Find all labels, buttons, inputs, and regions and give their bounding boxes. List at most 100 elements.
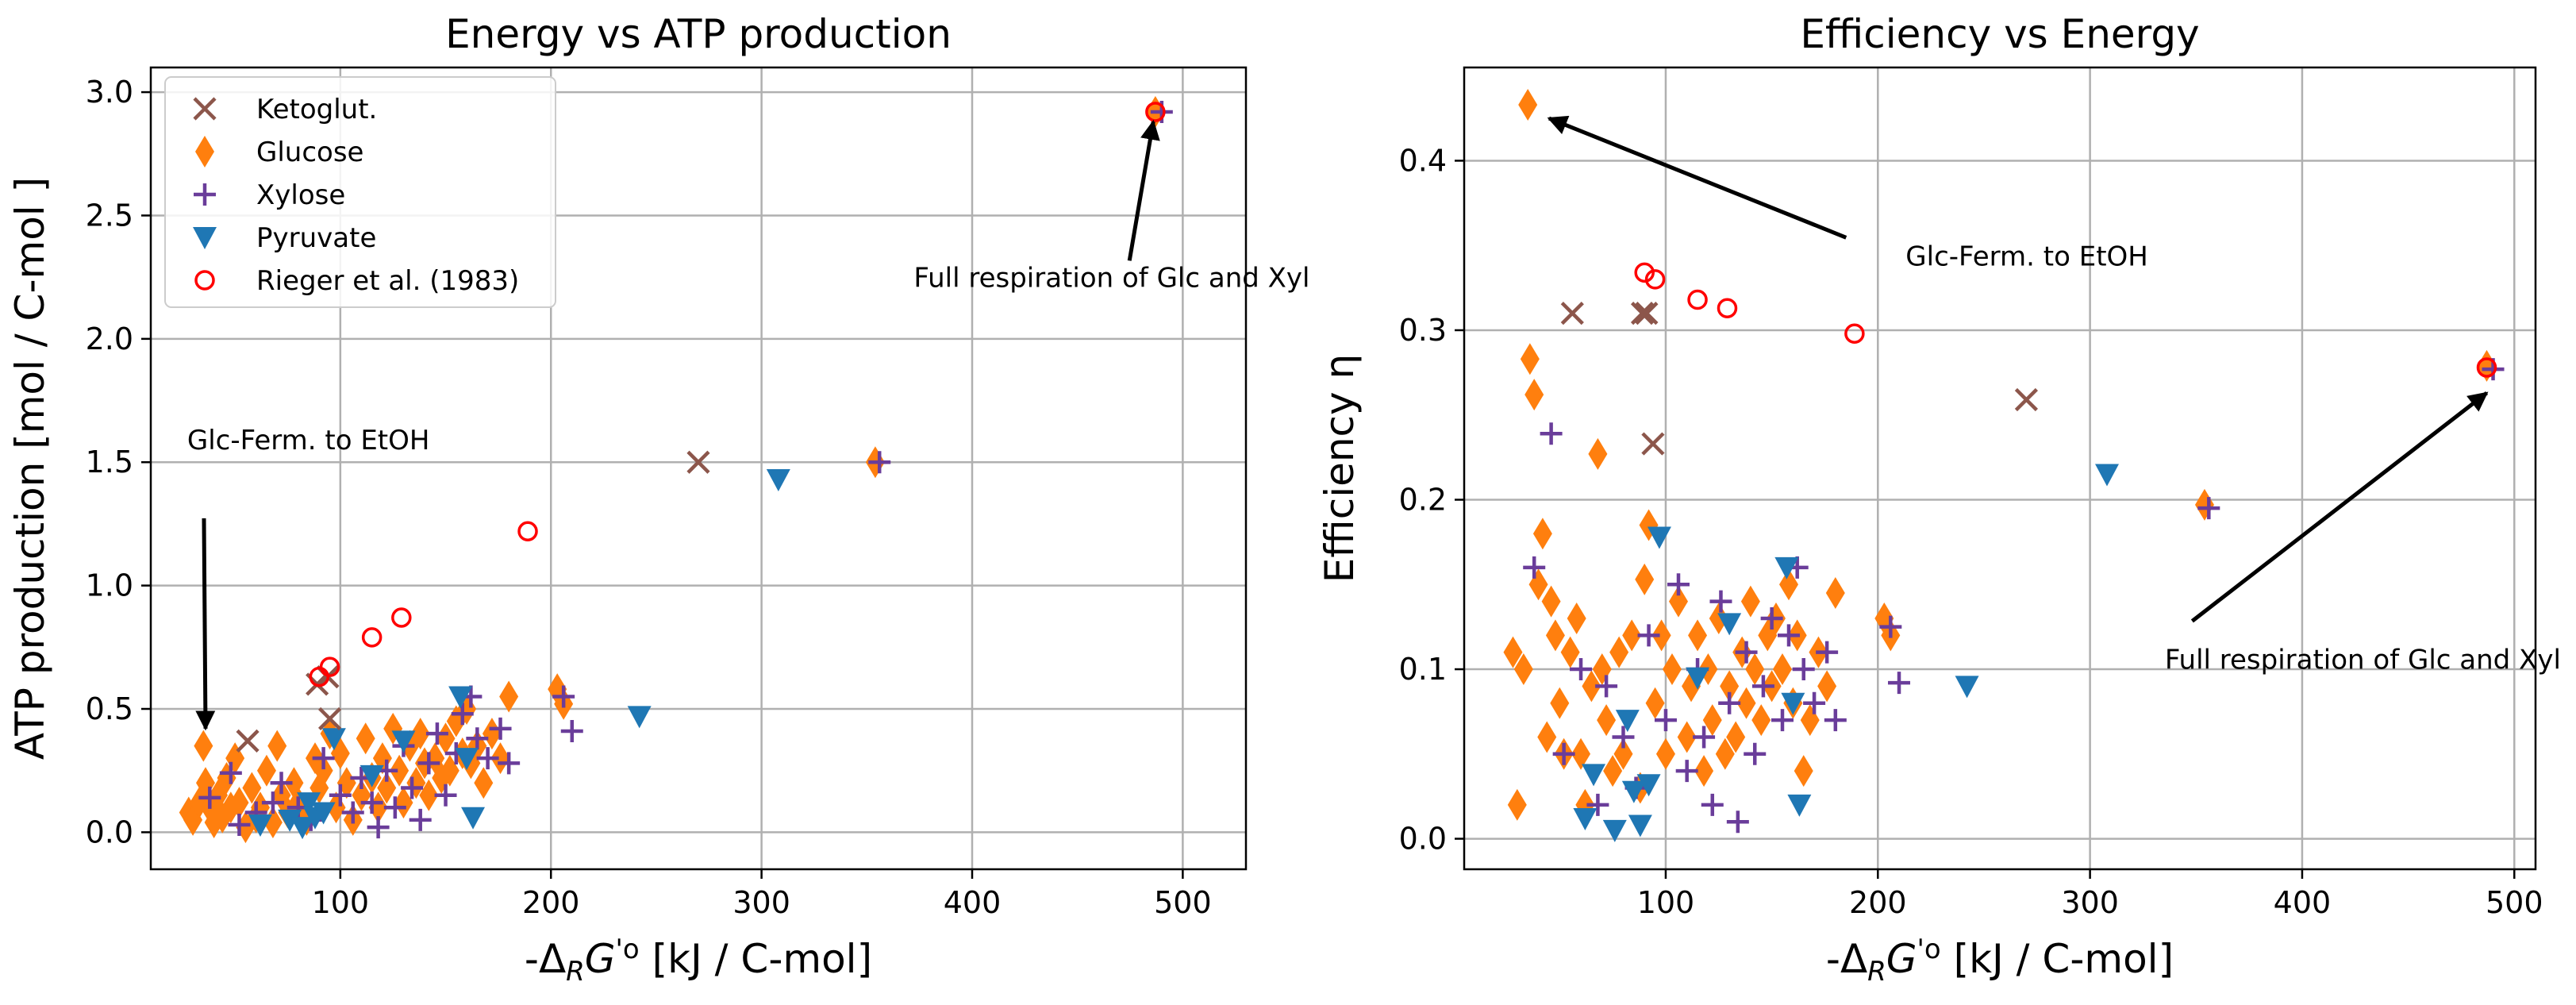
- point-xylose: [451, 703, 474, 726]
- point-xylose: [409, 808, 432, 831]
- annotation-arrow: [195, 518, 216, 731]
- point-glucose: [1751, 704, 1771, 737]
- point-glucose: [229, 787, 249, 819]
- point-glucose: [436, 722, 456, 755]
- legend-entry-glucose: Glucose: [256, 137, 363, 168]
- point-glucose: [394, 787, 413, 819]
- point-xylose: [270, 772, 293, 795]
- point-rieger-et-al-1983: [1634, 262, 1655, 283]
- y-tick-label: 1.0: [86, 568, 133, 603]
- point-xylose: [489, 717, 512, 740]
- point-xylose: [1675, 760, 1698, 783]
- annotation-text: Glc-Ferm. to EtOH: [1905, 241, 2148, 272]
- point-glucose: [256, 754, 276, 787]
- series-pyruvate: [1573, 464, 2119, 842]
- point-xylose: [1637, 624, 1660, 647]
- point-glucose: [474, 767, 494, 799]
- x-tick-label: 400: [944, 885, 1002, 920]
- legend-entry-pyruvate: Pyruvate: [256, 222, 376, 254]
- point-pyruvate: [1787, 794, 1812, 817]
- point-glucose: [419, 779, 439, 811]
- point-xylose: [466, 727, 489, 750]
- point-pyruvate: [1628, 814, 1652, 838]
- point-rieger-et-al-1983: [319, 657, 340, 677]
- y-tick-label: 1.5: [86, 445, 133, 479]
- point-xylose: [1792, 658, 1815, 681]
- point-rieger-et-al-1983: [361, 627, 383, 648]
- point-glucose: [1669, 585, 1688, 618]
- legend-marker-glucose: [195, 136, 214, 168]
- annotation-arrow: [1127, 119, 1160, 261]
- point-glucose: [410, 718, 430, 750]
- point-xylose: [1778, 624, 1801, 647]
- point-glucose: [1825, 576, 1845, 609]
- point-pyruvate: [321, 728, 346, 751]
- point-glucose: [356, 722, 375, 755]
- y-tick-label: 0.0: [86, 814, 133, 849]
- point-xylose: [434, 784, 457, 807]
- point-glucose: [313, 754, 333, 787]
- point-pyruvate: [359, 764, 384, 787]
- point-xylose: [261, 791, 284, 814]
- point-glucose: [1575, 788, 1595, 821]
- point-pyruvate: [248, 814, 272, 838]
- x-tick-label: 300: [2061, 885, 2119, 920]
- point-glucose: [1662, 653, 1682, 686]
- point-glucose: [390, 754, 409, 787]
- point-glucose: [1513, 653, 1533, 686]
- x-axis-label: -ΔRG'o [kJ / C-mol]: [525, 934, 872, 988]
- point-glucose: [482, 718, 502, 750]
- series-xylose: [1523, 358, 2505, 834]
- point-glucose: [1503, 636, 1523, 668]
- point-glucose: [1677, 721, 1697, 753]
- point-xylose: [341, 801, 364, 824]
- point-glucose: [1688, 619, 1708, 652]
- point-glucose: [1582, 670, 1601, 703]
- point-xylose: [1824, 709, 1847, 732]
- point-glucose: [499, 680, 519, 713]
- point-glucose: [1567, 602, 1586, 634]
- point-glucose: [1622, 619, 1642, 652]
- point-xylose: [1612, 726, 1635, 749]
- point-rieger-et-al-1983: [2476, 357, 2497, 378]
- legend-entry-xylose: Xylose: [256, 179, 345, 211]
- point-xylose: [498, 752, 521, 775]
- x-tick-label: 100: [1637, 885, 1695, 920]
- y-tick-label: 2.0: [86, 322, 133, 356]
- point-glucose: [1779, 568, 1799, 601]
- point-xylose: [417, 752, 440, 775]
- point-glucose: [1532, 518, 1552, 550]
- x-tick-label: 300: [732, 885, 790, 920]
- point-pyruvate: [1573, 807, 1598, 830]
- point-xylose: [367, 816, 390, 839]
- point-xylose: [560, 719, 583, 742]
- point-glucose: [1694, 755, 1714, 787]
- point-pyruvate: [1615, 710, 1640, 733]
- point-xylose: [476, 747, 499, 770]
- point-xylose: [312, 747, 335, 770]
- point-ketoglut: [1641, 432, 1665, 456]
- point-pyruvate: [278, 809, 302, 832]
- legend-box: [164, 76, 556, 308]
- x-axis-label: -ΔRG'o [kJ / C-mol]: [1826, 934, 2174, 988]
- point-xylose: [2197, 497, 2220, 520]
- y-tick-label: 0.3: [1399, 313, 1447, 348]
- chart-title: Energy vs ATP production: [445, 11, 952, 57]
- point-rieger-et-al-1983: [517, 521, 538, 541]
- efficiency-vs-energy-panel: 100 200 300 400 500 0.0 0.1 0.2 0.3 0.4 Glc-Ferm. …: [1317, 11, 2561, 988]
- point-glucose: [1597, 704, 1617, 737]
- y-tick-label: 0.1: [1399, 652, 1447, 687]
- point-pyruvate: [1774, 556, 1799, 580]
- point-pyruvate: [1582, 764, 1606, 787]
- point-xylose: [1771, 709, 1794, 732]
- point-xylose: [1654, 709, 1677, 732]
- point-ketoglut: [1635, 302, 1659, 325]
- point-xylose: [329, 784, 352, 807]
- series-pyruvate: [248, 468, 790, 840]
- series-glucose: [1503, 88, 2497, 821]
- legend-marker-xylose: [194, 183, 216, 206]
- point-rieger-et-al-1983: [1844, 323, 1865, 344]
- y-axis-label: ATP production [mol / C-mol ]: [7, 177, 53, 760]
- legend-marker-rieger-et-al-1983: [194, 270, 215, 291]
- point-glucose: [1571, 737, 1591, 770]
